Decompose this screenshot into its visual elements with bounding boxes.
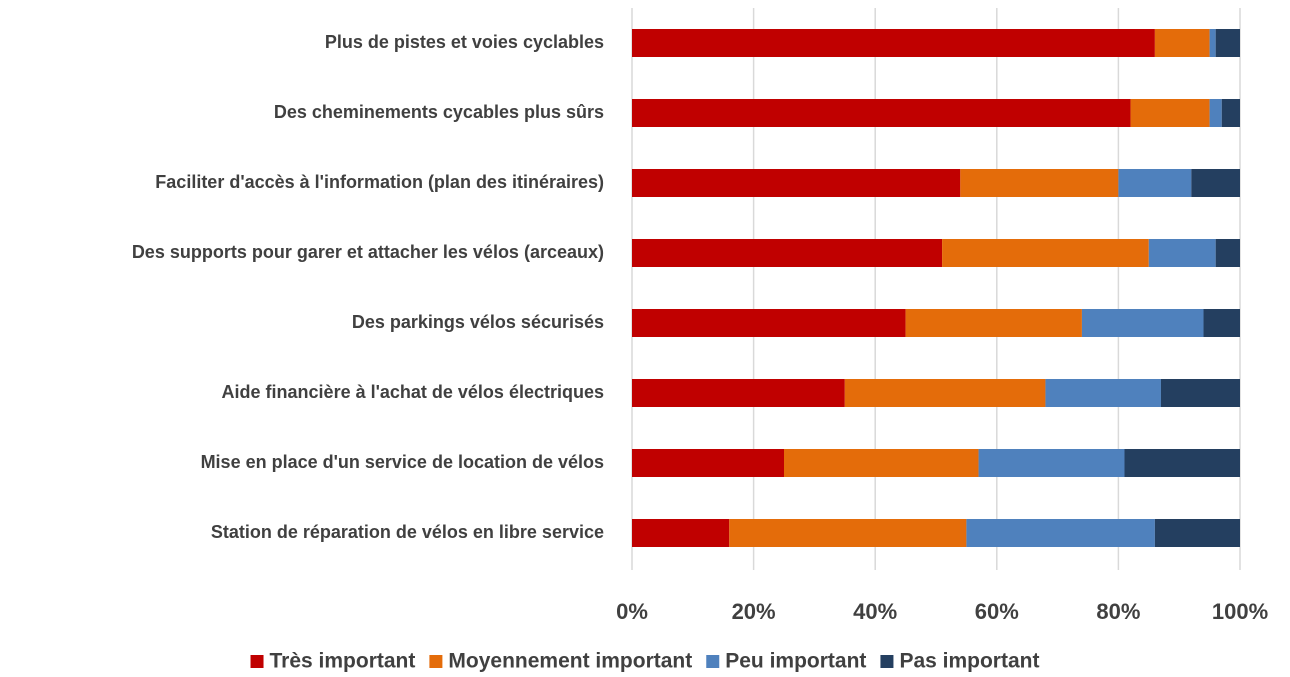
bar-segment <box>632 169 961 197</box>
legend-label: Très important <box>270 650 416 673</box>
bar-segment <box>905 309 1082 337</box>
x-tick-label: 0% <box>616 599 648 624</box>
bar-segment <box>632 519 730 547</box>
legend-swatch <box>429 655 443 668</box>
bar-segment <box>1221 99 1240 127</box>
bar-segment <box>1130 99 1210 127</box>
bar-segment <box>1154 519 1240 547</box>
bar-segment <box>1209 99 1222 127</box>
bar-segment <box>942 239 1149 267</box>
bar-segment <box>632 99 1131 127</box>
bar-segment <box>1160 379 1240 407</box>
y-tick-label: Aide financière à l'achat de vélos élect… <box>222 382 604 402</box>
y-tick-label: Des cheminements cycables plus sûrs <box>274 102 604 122</box>
bar-segment <box>632 29 1155 57</box>
bar-segment <box>1118 169 1192 197</box>
y-tick-label: Plus de pistes et voies cyclables <box>325 32 604 52</box>
bar-segment <box>1215 239 1240 267</box>
legend-label: Peu important <box>725 650 866 673</box>
bar-segment <box>1148 239 1216 267</box>
y-tick-label: Des parkings vélos sécurisés <box>352 312 604 332</box>
bar-segment <box>1154 29 1210 57</box>
y-tick-label: Station de réparation de vélos en libre … <box>211 522 604 542</box>
bar-segment <box>784 449 979 477</box>
bar-segment <box>1045 379 1161 407</box>
bar-segment <box>1191 169 1240 197</box>
legend-label: Moyennement important <box>448 650 692 673</box>
bar-segment <box>1203 309 1240 337</box>
bar-segment <box>844 379 1046 407</box>
bar-segment <box>632 239 943 267</box>
legend-label: Pas important <box>899 650 1039 673</box>
x-tick-label: 40% <box>853 599 897 624</box>
x-tick-label: 80% <box>1096 599 1140 624</box>
legend-swatch <box>706 655 720 668</box>
bar-segment <box>1081 309 1204 337</box>
x-tick-label: 20% <box>732 599 776 624</box>
y-tick-label: Faciliter d'accès à l'information (plan … <box>155 172 604 192</box>
bar-segment <box>1124 449 1240 477</box>
bar-segment <box>632 379 845 407</box>
x-tick-label: 100% <box>1212 599 1268 624</box>
bar-segment <box>632 449 784 477</box>
bar-segment <box>966 519 1155 547</box>
bar-segment <box>978 449 1125 477</box>
bar-segment <box>1209 29 1216 57</box>
legend-swatch <box>880 655 894 668</box>
bar-segment <box>1215 29 1240 57</box>
x-tick-label: 60% <box>975 599 1019 624</box>
bar-segment <box>729 519 967 547</box>
bar-segment <box>632 309 906 337</box>
legend-swatch <box>250 655 264 668</box>
y-tick-label: Mise en place d'un service de location d… <box>201 452 604 472</box>
bar-segment <box>960 169 1119 197</box>
y-tick-label: Des supports pour garer et attacher les … <box>132 242 604 262</box>
